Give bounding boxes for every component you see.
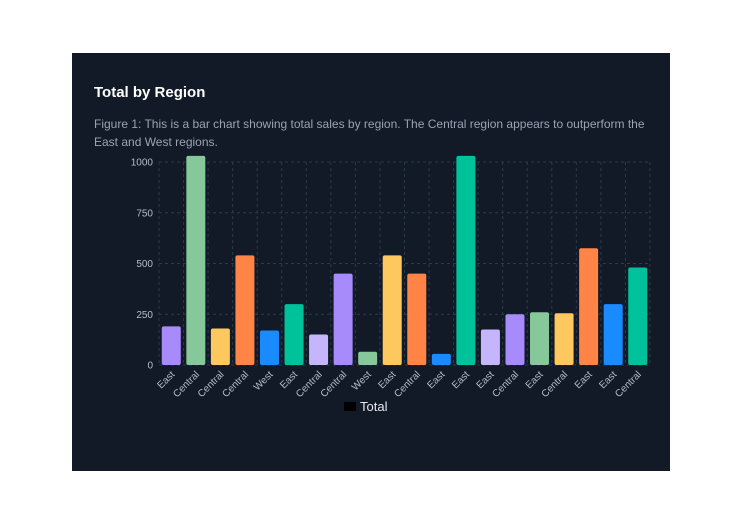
bar xyxy=(407,273,427,365)
x-tick-label: West xyxy=(350,369,374,393)
y-tick-label: 0 xyxy=(147,361,153,372)
y-tick-label: 1000 xyxy=(131,158,154,169)
legend: Total xyxy=(344,399,387,414)
x-tick-label: Central xyxy=(196,369,227,400)
x-tick-label: Central xyxy=(540,369,571,400)
bar xyxy=(358,351,378,365)
bar xyxy=(382,255,402,365)
bar xyxy=(333,273,353,365)
x-tick-label: Central xyxy=(491,369,522,400)
x-tick-label: East xyxy=(450,369,472,391)
x-tick-label: Central xyxy=(613,369,644,400)
legend-label: Total xyxy=(360,399,388,414)
x-tick-label: Central xyxy=(220,369,251,400)
bar xyxy=(480,329,500,365)
x-tick-label: Central xyxy=(294,369,325,400)
chart-card: Total by Region Figure 1: This is a bar … xyxy=(72,53,670,471)
legend-swatch xyxy=(344,402,356,411)
bar xyxy=(505,314,525,365)
bar xyxy=(579,248,599,365)
bar xyxy=(235,255,255,365)
x-tick-label: West xyxy=(252,369,276,393)
bar xyxy=(284,304,304,365)
chart-caption: Figure 1: This is a bar chart showing to… xyxy=(94,117,645,149)
bar xyxy=(259,330,279,365)
chart-title: Total by Region xyxy=(94,84,206,101)
bar xyxy=(186,155,206,365)
bar xyxy=(456,155,476,365)
x-tick-label: Central xyxy=(319,369,350,400)
x-tick-label: Central xyxy=(392,369,423,400)
y-tick-label: 250 xyxy=(136,310,153,321)
y-tick-label: 500 xyxy=(136,259,153,270)
bar xyxy=(431,353,451,365)
x-tick-label: Central xyxy=(171,369,202,400)
x-tick-label: East xyxy=(573,369,595,391)
bar xyxy=(603,304,623,365)
bar xyxy=(161,326,181,365)
bar xyxy=(628,267,648,365)
bar xyxy=(309,334,329,365)
bar xyxy=(554,313,574,365)
x-tick-label: East xyxy=(426,369,448,391)
bar xyxy=(530,312,550,365)
bar xyxy=(210,328,230,365)
y-tick-label: 750 xyxy=(136,208,153,219)
